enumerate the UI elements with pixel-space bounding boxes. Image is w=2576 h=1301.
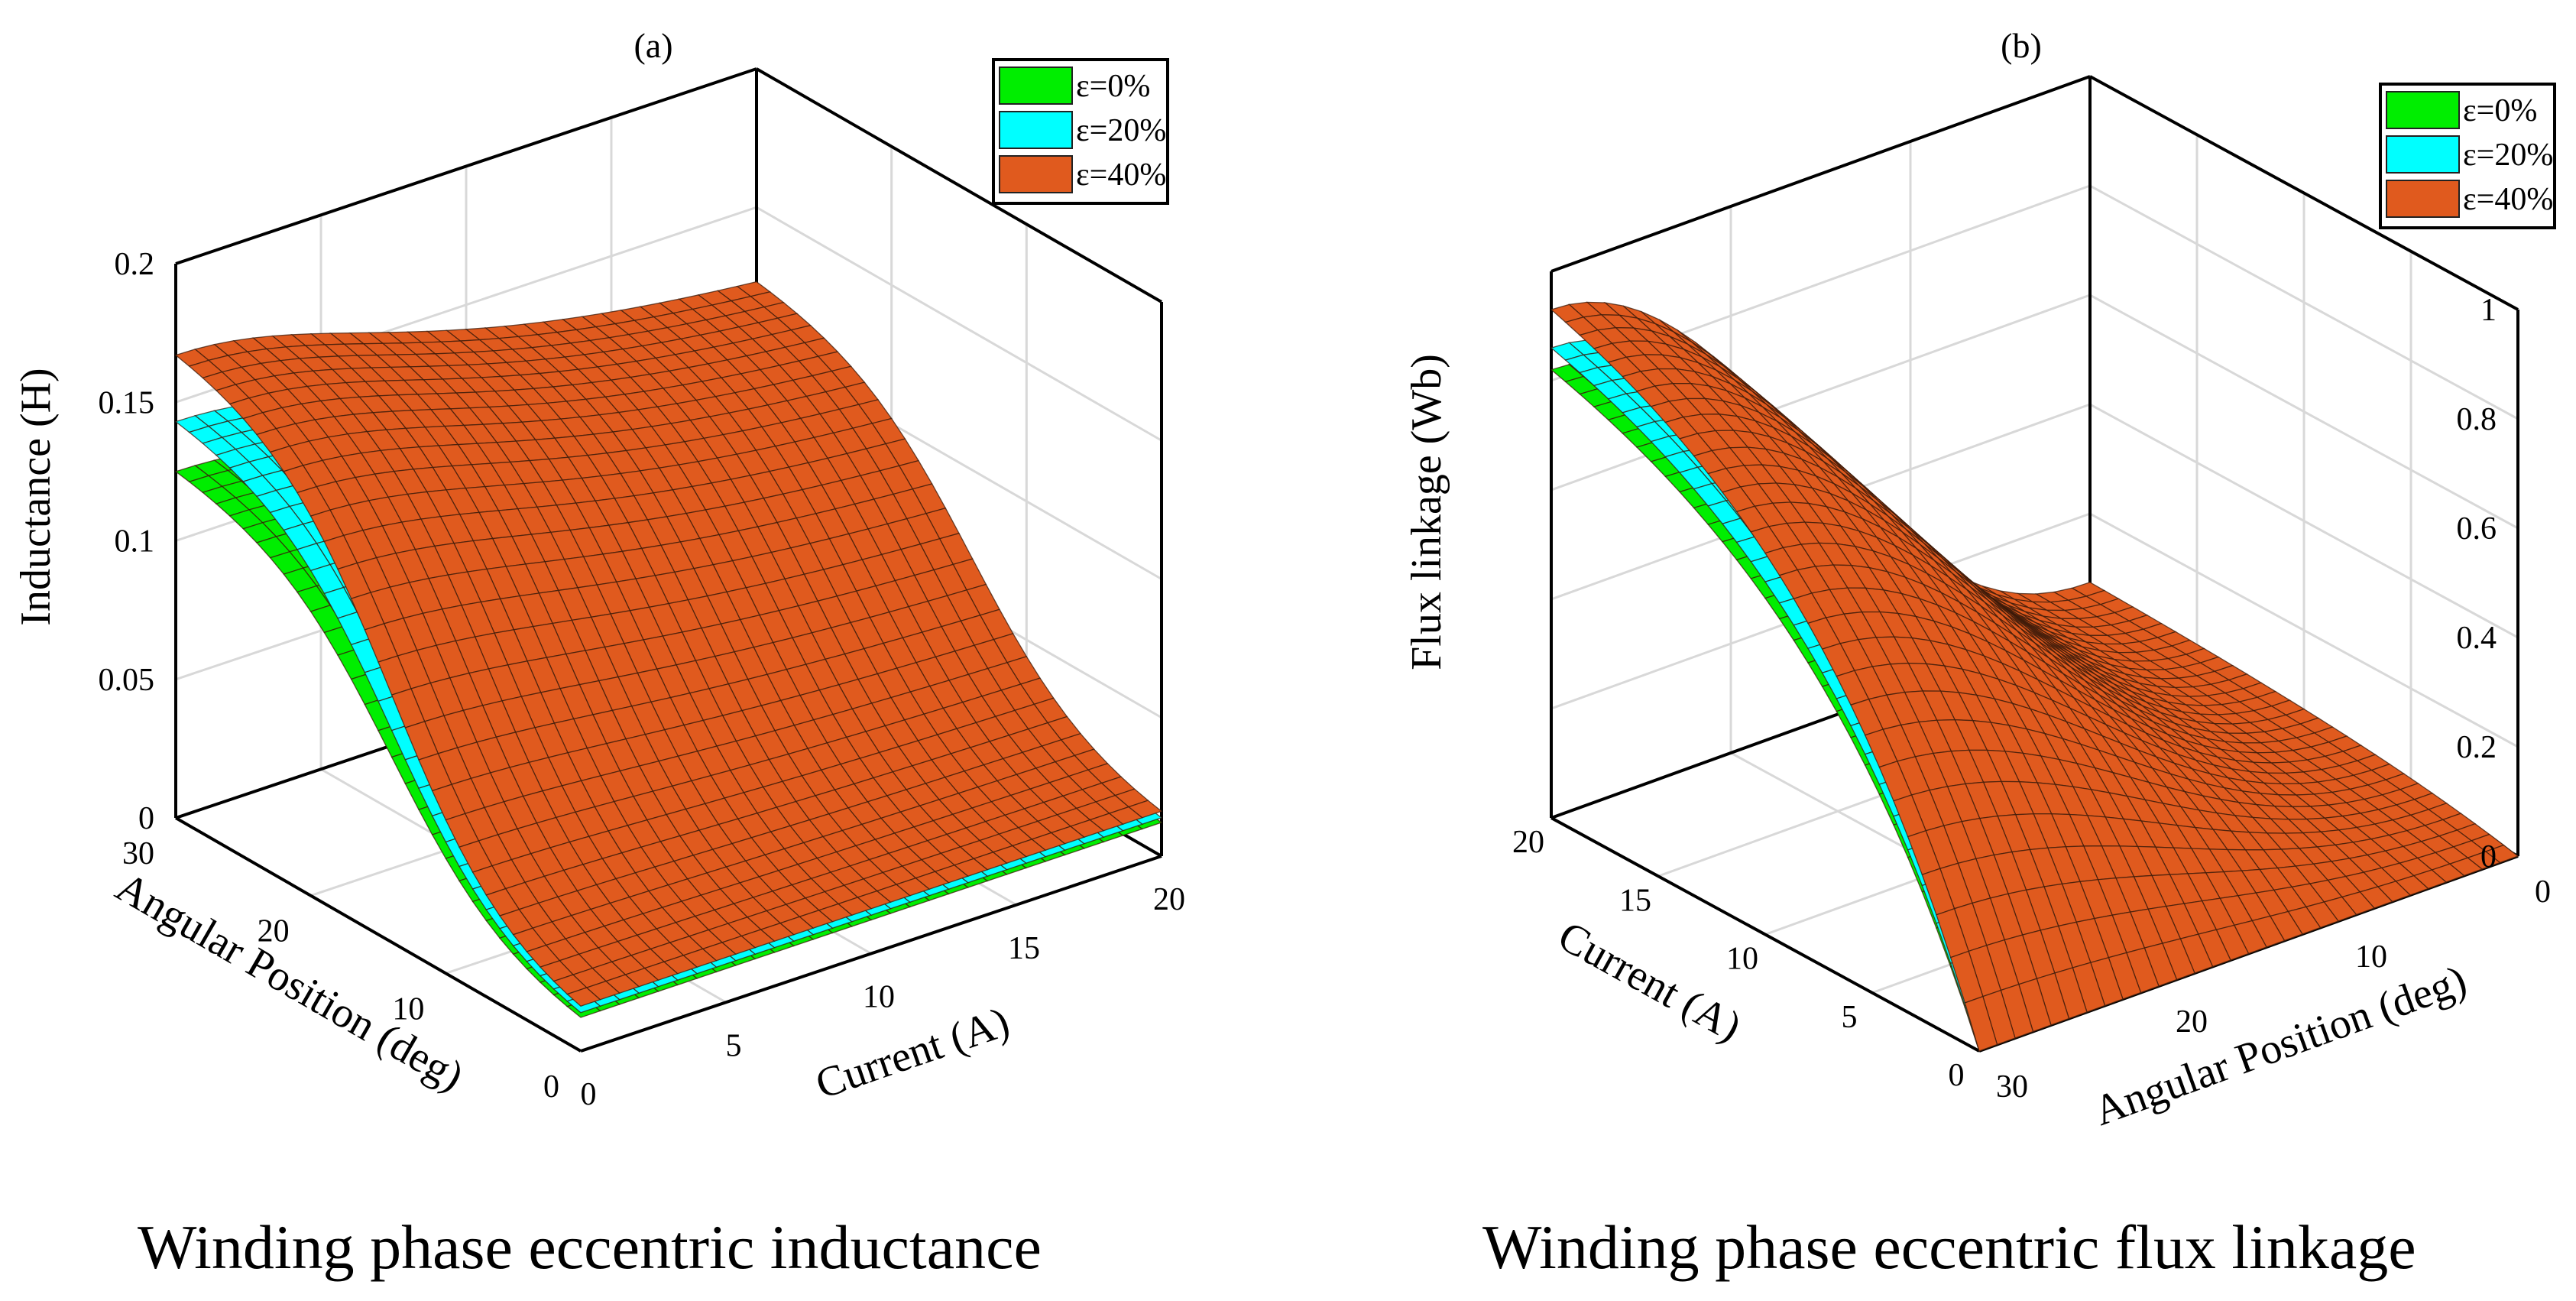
surface-series-2	[1550, 301, 2519, 1052]
axis-line	[580, 855, 1162, 1053]
z-tick-label: 0.2	[115, 247, 155, 282]
axis-line	[1550, 816, 1980, 1053]
legend-label: ε=40%	[1076, 157, 1166, 193]
legend-swatch	[999, 67, 1073, 105]
z-tick-label: 0.05	[99, 663, 155, 698]
surface-patch	[566, 987, 601, 1007]
legend-label: ε=0%	[1076, 69, 1150, 104]
angle-tick-label: 20	[258, 914, 290, 949]
z-axis-title: Inductance (H)	[12, 368, 60, 625]
axis-line	[175, 67, 757, 265]
legend-swatch	[999, 155, 1073, 193]
grid-line-z	[1550, 75, 2519, 311]
current-tick-label: 5	[726, 1028, 742, 1063]
current-axis-title: Current (A)	[810, 998, 1016, 1108]
angle-tick-label: 10	[392, 991, 424, 1027]
z-tick-label: 0.15	[99, 385, 155, 420]
angle-tick-label: 30	[122, 836, 154, 871]
current-tick-label: 0	[581, 1077, 597, 1112]
legend: ε=0% ε=20% ε=40%	[992, 58, 1169, 205]
axis-line	[756, 67, 1162, 303]
legend-label: ε=20%	[1076, 113, 1166, 148]
axis-line	[1550, 75, 2091, 273]
current-tick-label: 15	[1008, 931, 1040, 966]
panel-label: (a)	[633, 26, 672, 65]
z-tick-label: 0.1	[115, 524, 155, 560]
legend-swatch	[999, 111, 1073, 149]
chart-panel-a: 0 0.05 0.1 0.15 0.2 0 5 10 15 20 0 10 20 30 Inductance…	[12, 26, 1185, 1112]
current-tick-label: 20	[1153, 882, 1185, 917]
angle-axis-title: Angular Position (deg)	[108, 863, 471, 1100]
current-tick-label: 10	[863, 980, 895, 1015]
angle-tick-label: 0	[543, 1069, 559, 1105]
axis-line	[2089, 75, 2519, 311]
surface-series-2	[174, 281, 1163, 1007]
z-tick-label: 0	[138, 801, 154, 836]
axis-line	[175, 816, 582, 1053]
